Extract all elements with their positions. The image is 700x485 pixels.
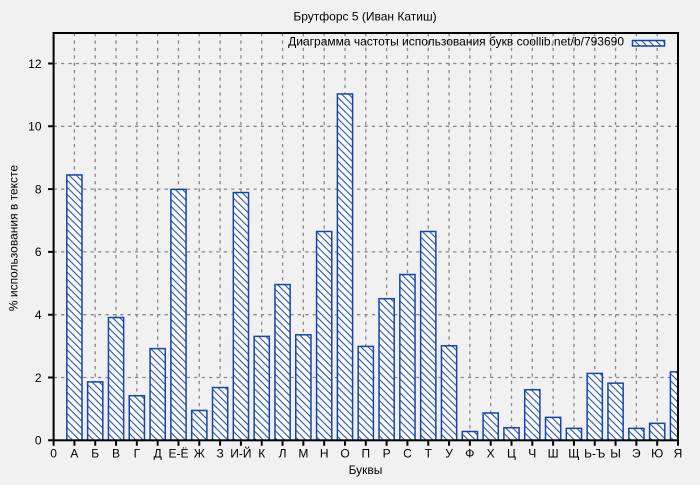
svg-text:Диаграмма частоты использовани: Диаграмма частоты использования букв coo… [288, 35, 624, 49]
svg-text:Н: Н [320, 447, 329, 461]
svg-text:Л: Л [279, 447, 287, 461]
svg-text:0: 0 [50, 447, 57, 461]
svg-text:О: О [340, 447, 349, 461]
svg-text:Я: Я [674, 447, 683, 461]
svg-text:6: 6 [35, 245, 42, 259]
svg-text:С: С [403, 447, 412, 461]
svg-text:10: 10 [28, 120, 42, 134]
svg-text:Р: Р [383, 447, 391, 461]
svg-text:Буквы: Буквы [349, 463, 383, 477]
svg-text:А: А [70, 447, 78, 461]
svg-text:% использования в тексте: % использования в тексте [7, 165, 21, 311]
svg-text:Б: Б [91, 447, 99, 461]
svg-text:Э: Э [632, 447, 641, 461]
svg-text:8: 8 [35, 182, 42, 196]
svg-text:Ж: Ж [194, 447, 205, 461]
svg-text:В: В [112, 447, 120, 461]
svg-text:12: 12 [28, 57, 42, 71]
svg-text:2: 2 [35, 371, 42, 385]
svg-text:Г: Г [134, 447, 141, 461]
svg-text:Щ: Щ [568, 447, 579, 461]
svg-text:З: З [216, 447, 223, 461]
svg-text:К: К [258, 447, 265, 461]
svg-text:Ш: Ш [548, 447, 559, 461]
svg-text:Т: Т [425, 447, 433, 461]
svg-text:0: 0 [35, 434, 42, 448]
svg-text:У: У [445, 447, 453, 461]
svg-text:Ф: Ф [465, 447, 474, 461]
svg-text:Ч: Ч [528, 447, 536, 461]
svg-text:Брутфорс 5 (Иван Катиш): Брутфорс 5 (Иван Катиш) [293, 10, 436, 24]
svg-text:Ц: Ц [507, 447, 516, 461]
svg-text:Ю: Ю [651, 447, 663, 461]
svg-text:Е-Ё: Е-Ё [168, 447, 188, 461]
svg-text:Д: Д [154, 447, 162, 461]
svg-text:Ы: Ы [610, 447, 621, 461]
svg-text:Х: Х [487, 447, 495, 461]
svg-text:И-Й: И-Й [230, 446, 251, 461]
svg-text:П: П [361, 447, 370, 461]
svg-text:Ь-Ъ: Ь-Ъ [584, 447, 605, 461]
svg-text:М: М [298, 447, 308, 461]
svg-text:4: 4 [35, 308, 42, 322]
